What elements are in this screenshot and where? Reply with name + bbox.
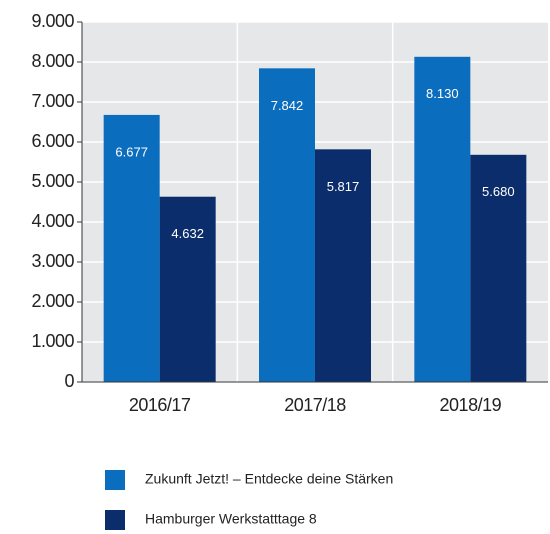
y-tick-label: 2.000 — [31, 291, 74, 311]
bar — [414, 56, 471, 383]
y-tick-label: 0 — [64, 371, 74, 391]
legend-swatch — [105, 470, 125, 490]
legend-swatch — [105, 510, 125, 530]
y-tick-label: 7.000 — [31, 91, 74, 111]
bar — [315, 149, 371, 382]
y-tick-label: 9.000 — [31, 11, 74, 31]
legend-label: Zukunft Jetzt! – Entdecke deine Stärken — [145, 471, 393, 487]
y-tick-label: 1.000 — [31, 331, 74, 351]
x-tick-label: 2018/19 — [440, 395, 502, 415]
value-label: 7.842 — [271, 98, 304, 113]
bar — [159, 196, 216, 382]
value-label: 6.677 — [115, 144, 148, 159]
value-label: 5.817 — [327, 179, 360, 194]
x-tick-label: 2016/17 — [129, 395, 191, 415]
x-tick-label: 2017/18 — [284, 395, 346, 415]
value-label: 8.130 — [426, 86, 459, 101]
y-tick-label: 3.000 — [31, 251, 74, 271]
y-tick-label: 6.000 — [31, 131, 74, 151]
bar — [259, 68, 315, 382]
bar — [103, 114, 160, 383]
value-label: 4.632 — [171, 226, 204, 241]
y-tick-label: 5.000 — [31, 171, 74, 191]
bar — [470, 154, 527, 382]
legend-label: Hamburger Werkstatttage 8 — [145, 511, 317, 527]
y-tick-label: 4.000 — [31, 211, 74, 231]
y-tick-label: 8.000 — [31, 51, 74, 71]
value-label: 5.680 — [482, 184, 515, 199]
